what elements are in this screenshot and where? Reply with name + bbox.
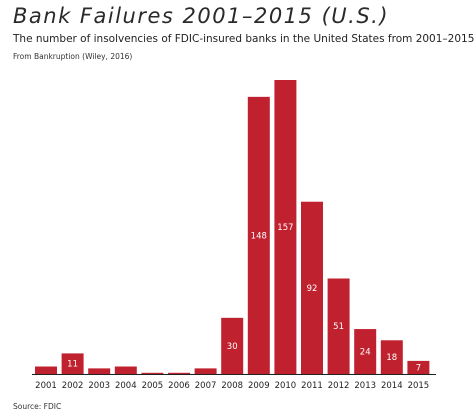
chart-source: Source: FDIC [13,402,62,411]
chart-subtitle: The number of insolvencies of FDIC-insur… [13,33,474,45]
bar-2014 [380,340,403,374]
x-tick-label-2013: 2013 [354,381,376,391]
chart-attribution-note: From Bankruption (Wiley, 2016) [13,52,133,61]
x-tick-label-2014: 2014 [381,381,403,391]
bar-2004 [114,366,137,374]
data-label-2011: 92 [307,284,318,294]
x-tick-label-2006: 2006 [168,381,190,391]
x-tick-label-2012: 2012 [328,381,350,391]
bar-2010 [274,80,297,374]
bar-2013 [354,329,377,374]
data-label-2009: 148 [251,231,267,241]
bar-2003 [88,368,111,374]
data-label-2015: 7 [416,363,421,373]
bar-2001 [35,366,57,374]
bar-2015 [407,360,430,374]
x-tick-label-2007: 2007 [195,381,217,391]
data-label-2010: 157 [277,223,293,233]
bar-2011 [301,201,323,374]
data-label-2012: 51 [333,322,344,332]
bar-2006 [168,372,190,374]
x-tick-label-2002: 2002 [62,381,84,391]
bar-2005 [141,372,164,374]
x-tick-label-2015: 2015 [408,381,430,391]
data-label-2002: 11 [67,360,78,370]
bar-2008 [221,317,244,374]
chart-title: Bank Failures 2001–2015 (U.S.) [13,4,390,28]
x-tick-label-2004: 2004 [115,381,137,391]
x-tick-label-2001: 2001 [35,381,57,391]
data-label-2013: 24 [360,348,371,358]
bar-2012 [327,278,350,374]
x-tick-label-2003: 2003 [88,381,110,391]
x-tick-label-2011: 2011 [301,381,323,391]
data-label-2014: 18 [386,353,397,363]
x-tick-label-2009: 2009 [248,381,270,391]
bar-2009 [247,96,270,374]
x-tick-label-2008: 2008 [221,381,243,391]
bar-2002 [61,353,84,374]
x-tick-label-2010: 2010 [275,381,297,391]
data-label-2008: 30 [227,342,238,352]
bar-2007 [194,368,217,374]
x-tick-label-2005: 2005 [142,381,164,391]
